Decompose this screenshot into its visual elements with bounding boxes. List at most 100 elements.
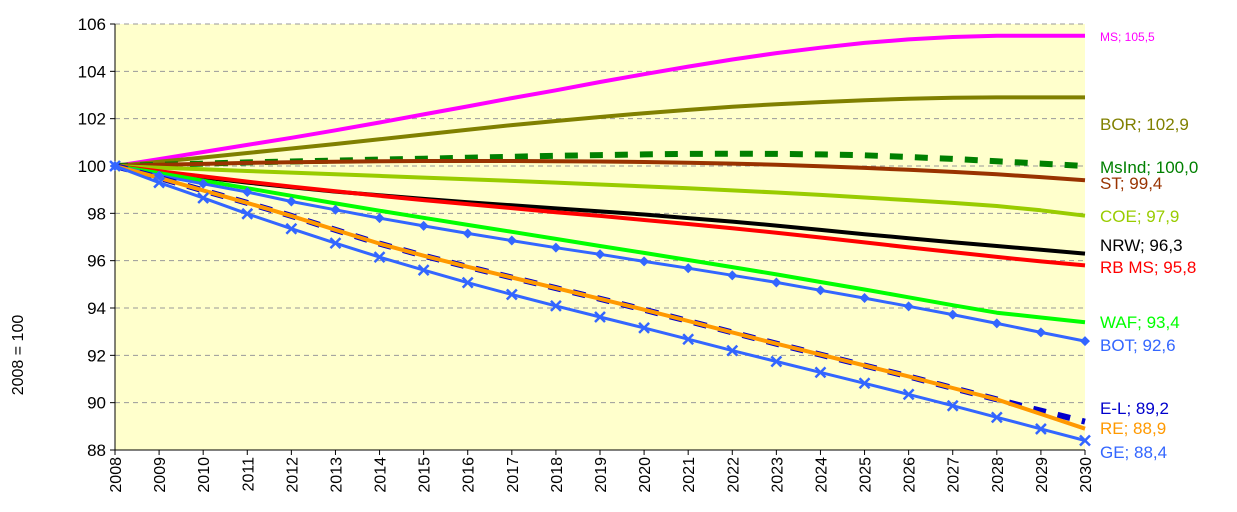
x-tick-label: 2024 [813,457,830,493]
end-label-bot: BOT; 92,6 [1100,336,1176,355]
marker-diamond [374,213,385,224]
marker-diamond [462,228,473,239]
marker-diamond [947,309,958,320]
marker-diamond [242,187,253,198]
marker-x [682,333,695,346]
end-label-msind: MsInd; 100,0 [1100,158,1198,177]
marker-x [1079,434,1091,447]
marker-diamond [418,220,429,231]
series-line-bor [114,95,1085,168]
x-tick-label: 2020 [637,457,654,493]
marker-x [505,288,518,301]
x-tick-label: 2008 [108,457,125,493]
marker-diamond [550,242,561,253]
x-tick-label: 2023 [769,457,786,493]
y-tick-label: 104 [78,62,106,81]
marker-diamond [771,277,782,288]
marker-x [461,276,474,289]
marker-diamond [154,170,165,181]
y-tick-label: 98 [87,204,106,223]
marker-diamond [286,196,297,207]
marker-x [417,264,430,277]
axes: 88 90 92 94 96 98 100 102 104 106 2008 2009 2010 2011… [78,15,1095,493]
y-tick-label: 100 [78,157,106,176]
y-tick-label: 90 [87,394,106,413]
x-tick-label: 2013 [328,457,345,493]
end-label-nrw: NRW; 96,3 [1100,236,1183,255]
y-tick-label: 88 [87,441,106,460]
end-label-re: RE; 88,9 [1100,419,1166,438]
marker-x [1035,423,1047,435]
y-tick-label: 106 [78,15,106,34]
marker-x [858,377,871,390]
marker-diamond [815,285,826,296]
x-tick-label: 2012 [284,457,301,493]
marker-x [197,192,210,204]
x-tick-label: 2025 [858,457,875,493]
marker-diamond [1035,327,1046,338]
marker-diamond [683,263,694,274]
marker-diamond [903,301,914,312]
marker-diamond [506,235,517,246]
series-line-re [114,164,1086,431]
marker-x [946,399,959,412]
series-line-coe [114,164,1086,218]
x-tick-label: 2021 [681,457,698,493]
marker-diamond [991,318,1002,329]
x-tick-label: 2028 [990,457,1007,493]
end-label-ms: MS; 105,5 [1100,30,1155,44]
y-axis-title: 2008 = 100 [10,314,27,396]
y-tick-label: 94 [87,299,106,318]
x-tick-label: 2026 [902,457,919,493]
marker-x [550,299,562,312]
series-line-st [114,159,1086,183]
marker-diamond [1080,336,1090,347]
marker-diamond [198,178,209,189]
marker-diamond [727,270,738,281]
marker-diamond [330,204,341,215]
x-tick-label: 2017 [505,457,522,493]
y-tick-label: 92 [87,346,106,365]
series-line-waf [114,164,1086,325]
x-tick-label: 2022 [725,457,742,493]
x-tick-label: 2009 [152,457,169,493]
marker-x [902,388,915,401]
marker-x [726,344,739,357]
end-labels: MS; 105,5 BOR; 102,9 MsInd; 100,0ST; 99,4 C… [1100,30,1198,462]
marker-diamond [595,249,605,260]
marker-x [153,176,165,189]
y-tick-label: 102 [78,110,106,129]
series-lines [114,33,1086,442]
marker-x [770,355,783,368]
end-label-bor: BOR; 102,9 [1100,115,1189,134]
y-axis-title-box: 2008 = 100 [4,0,34,512]
marker-x [814,366,827,379]
x-tick-label: 2014 [373,457,390,493]
end-label-e-l: E-L; 89,2 [1100,399,1169,418]
marker-x [241,207,254,220]
series-markers [109,160,1091,447]
marker-x [329,237,342,250]
x-tick-label: 2010 [196,457,213,493]
marker-x [285,222,298,235]
marker-x [109,160,121,172]
x-tick-label: 2030 [1078,457,1095,493]
marker-diamond [859,293,870,304]
end-label-coe: COE; 97,9 [1100,207,1179,226]
x-tick-label: 2015 [417,457,434,493]
end-label-waf: WAF; 93,4 [1100,313,1180,332]
end-label-st: ST; 99,4 [1100,174,1162,193]
x-tick-label: 2029 [1034,457,1051,493]
marker-x [638,321,650,334]
x-tick-label: 2018 [549,457,566,493]
y-tick-label: 96 [87,252,106,271]
marker-x [594,311,606,323]
end-label-rb-ms: RB MS; 95,8 [1100,258,1196,277]
marker-x [990,411,1003,424]
x-tick-label: 2019 [593,457,610,493]
marker-x [373,251,386,264]
series-line-ms [114,33,1085,168]
x-tick-label: 2027 [946,457,963,493]
x-tick-label: 2016 [461,457,478,493]
